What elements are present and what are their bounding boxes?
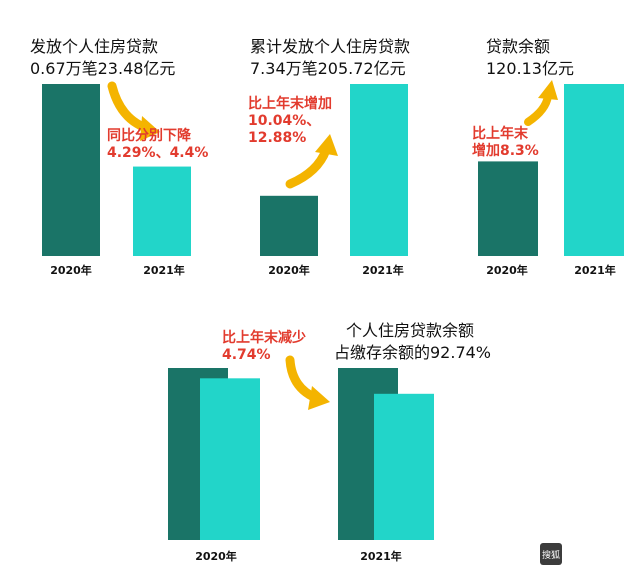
- panel3-subtitle: 120.13亿元: [486, 59, 574, 78]
- panel2-annotation-line1: 比上年末增加: [248, 96, 332, 112]
- bar-2021-balance-ratio-light: [374, 393, 434, 540]
- panel2-xtick-2020: 2020年: [268, 264, 310, 277]
- panel1-xtick-2021: 2021年: [143, 264, 185, 277]
- bar-2020-balance-ratio-light: [200, 378, 260, 540]
- panel2-annotation-line2: 10.04%、: [248, 113, 321, 129]
- panel3-xtick-2021: 2021年: [574, 264, 616, 277]
- panel1-subtitle: 0.67万笔23.48亿元: [30, 59, 176, 78]
- arrow-panel1: [107, 81, 160, 141]
- panel4-subtitle: 占缴存余额的92.74%: [334, 343, 492, 362]
- panel3-annotation-line1: 比上年末: [472, 126, 528, 142]
- panel4-annotation-line2: 4.74%: [222, 347, 271, 363]
- panel3-annotation-line2: 增加8.3%: [472, 143, 539, 159]
- panel1-annotation-line2: 4.29%、4.4%: [107, 145, 209, 161]
- panel2-subtitle: 7.34万笔205.72亿元: [250, 59, 406, 78]
- panel3-title: 贷款余额: [486, 37, 551, 56]
- panel4-xtick-2021: 2021年: [360, 550, 402, 563]
- panel2-annotation-line3: 12.88%: [248, 130, 307, 146]
- panel2-xtick-2021: 2021年: [362, 264, 404, 277]
- panel1-xtick-2020: 2020年: [50, 264, 92, 277]
- bar-2021-new-loans: [133, 166, 191, 256]
- bar-2020-cumulative-loans: [260, 195, 318, 256]
- watermark-logo: 搜狐: [540, 543, 562, 565]
- panel3-xtick-2020: 2020年: [486, 264, 528, 277]
- bar-2020-new-loans: [42, 84, 100, 256]
- panel4-annotation-line1: 比上年末减少: [222, 330, 306, 346]
- arrow-panel3: [524, 80, 558, 126]
- panel1-annotation-line1: 同比分别下降: [107, 128, 191, 144]
- arrow-panel2: [285, 134, 338, 189]
- panel2-title: 累计发放个人住房贷款: [250, 37, 411, 56]
- bar-2021-cumulative-loans: [350, 84, 408, 256]
- bar-2020-loan-balance: [478, 161, 538, 256]
- panel4-title: 个人住房贷款余额: [346, 321, 475, 340]
- panel1-title: 发放个人住房贷款: [30, 37, 159, 56]
- arrow-panel4: [285, 355, 330, 410]
- bar-2021-loan-balance: [564, 84, 624, 256]
- panel4-xtick-2020: 2020年: [195, 550, 237, 563]
